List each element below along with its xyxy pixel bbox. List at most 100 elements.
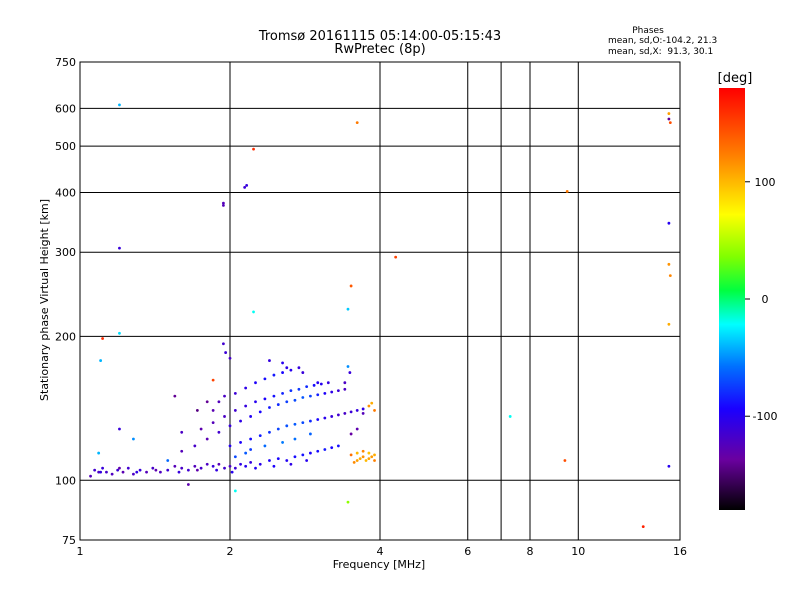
x-tick-label: 2 bbox=[227, 545, 234, 558]
data-point bbox=[272, 373, 276, 377]
data-point bbox=[336, 389, 340, 393]
data-point bbox=[361, 407, 365, 411]
data-point bbox=[97, 451, 101, 455]
data-point bbox=[97, 470, 101, 474]
data-point bbox=[239, 462, 242, 466]
data-point bbox=[195, 468, 199, 472]
data-point bbox=[349, 410, 353, 414]
data-point bbox=[293, 455, 297, 459]
phases-heading: Phases bbox=[632, 26, 664, 36]
data-point bbox=[249, 460, 253, 464]
data-point bbox=[222, 342, 225, 346]
data-point bbox=[228, 444, 232, 448]
data-point bbox=[336, 413, 340, 417]
data-point bbox=[373, 459, 376, 462]
data-point bbox=[89, 474, 92, 478]
data-point bbox=[309, 394, 312, 398]
data-point bbox=[93, 468, 97, 472]
data-point bbox=[293, 422, 297, 426]
data-point bbox=[211, 409, 215, 412]
data-point bbox=[281, 371, 284, 374]
y-tick-label: 600 bbox=[55, 102, 76, 115]
data-point bbox=[330, 446, 334, 450]
data-point bbox=[211, 378, 215, 382]
data-point bbox=[244, 404, 248, 408]
data-point bbox=[233, 466, 237, 470]
data-point bbox=[252, 310, 255, 314]
data-point bbox=[223, 466, 226, 470]
data-point bbox=[263, 377, 267, 381]
data-point bbox=[370, 455, 374, 459]
data-point bbox=[258, 410, 262, 414]
data-point bbox=[244, 464, 248, 468]
data-point bbox=[217, 430, 221, 434]
data-point bbox=[138, 468, 142, 472]
data-point bbox=[289, 462, 293, 466]
data-point bbox=[370, 401, 374, 405]
chart-subtitle: RwPretec (8p) bbox=[334, 42, 425, 57]
y-tick-label: 500 bbox=[55, 140, 76, 153]
data-point bbox=[316, 449, 320, 453]
colorbar-tick-label: 0 bbox=[762, 293, 769, 306]
data-point bbox=[309, 432, 312, 436]
data-point bbox=[668, 121, 672, 125]
data-point bbox=[173, 394, 177, 398]
data-point bbox=[667, 464, 671, 468]
data-point bbox=[233, 455, 237, 459]
data-point bbox=[289, 389, 293, 393]
data-point bbox=[268, 459, 271, 462]
data-point bbox=[245, 183, 249, 187]
data-point bbox=[667, 262, 671, 266]
data-point bbox=[348, 371, 352, 374]
data-point bbox=[281, 441, 284, 444]
data-point bbox=[228, 464, 232, 468]
data-point bbox=[228, 356, 232, 360]
data-point bbox=[349, 284, 353, 288]
x-tick-label: 16 bbox=[673, 545, 687, 558]
data-point bbox=[154, 468, 158, 472]
data-point bbox=[118, 246, 121, 250]
data-point bbox=[297, 387, 301, 391]
data-point bbox=[272, 464, 276, 468]
data-point bbox=[364, 459, 368, 462]
data-point bbox=[373, 409, 376, 412]
y-tick-label: 750 bbox=[55, 56, 76, 69]
y-tick-label: 75 bbox=[62, 534, 76, 547]
data-point bbox=[205, 462, 209, 466]
data-point bbox=[101, 466, 104, 470]
data-point bbox=[276, 427, 280, 431]
y-tick-label: 300 bbox=[55, 246, 76, 259]
data-point bbox=[211, 421, 215, 425]
data-point bbox=[268, 430, 271, 434]
data-point bbox=[355, 451, 359, 455]
data-point bbox=[121, 470, 125, 474]
data-point bbox=[346, 365, 350, 368]
data-point bbox=[276, 457, 280, 461]
data-point bbox=[667, 221, 671, 225]
data-point bbox=[367, 451, 371, 455]
data-point bbox=[217, 400, 221, 404]
data-point bbox=[249, 448, 253, 451]
data-point bbox=[249, 415, 253, 418]
x-tick-label: 6 bbox=[464, 545, 471, 558]
data-point bbox=[361, 412, 365, 415]
data-point bbox=[309, 451, 312, 455]
data-point bbox=[110, 472, 114, 476]
y-tick-label: 200 bbox=[55, 330, 76, 343]
data-point bbox=[118, 331, 121, 335]
data-point bbox=[293, 437, 297, 441]
data-point bbox=[195, 409, 199, 412]
data-point bbox=[135, 470, 139, 474]
data-point bbox=[166, 459, 170, 462]
data-point bbox=[276, 403, 280, 406]
data-point bbox=[361, 449, 365, 453]
data-point bbox=[330, 415, 334, 418]
data-point bbox=[305, 385, 309, 389]
data-point bbox=[319, 382, 323, 386]
data-point bbox=[346, 500, 350, 504]
data-point bbox=[346, 307, 350, 311]
data-point bbox=[272, 394, 276, 398]
data-point bbox=[641, 525, 645, 529]
data-point bbox=[343, 381, 347, 385]
